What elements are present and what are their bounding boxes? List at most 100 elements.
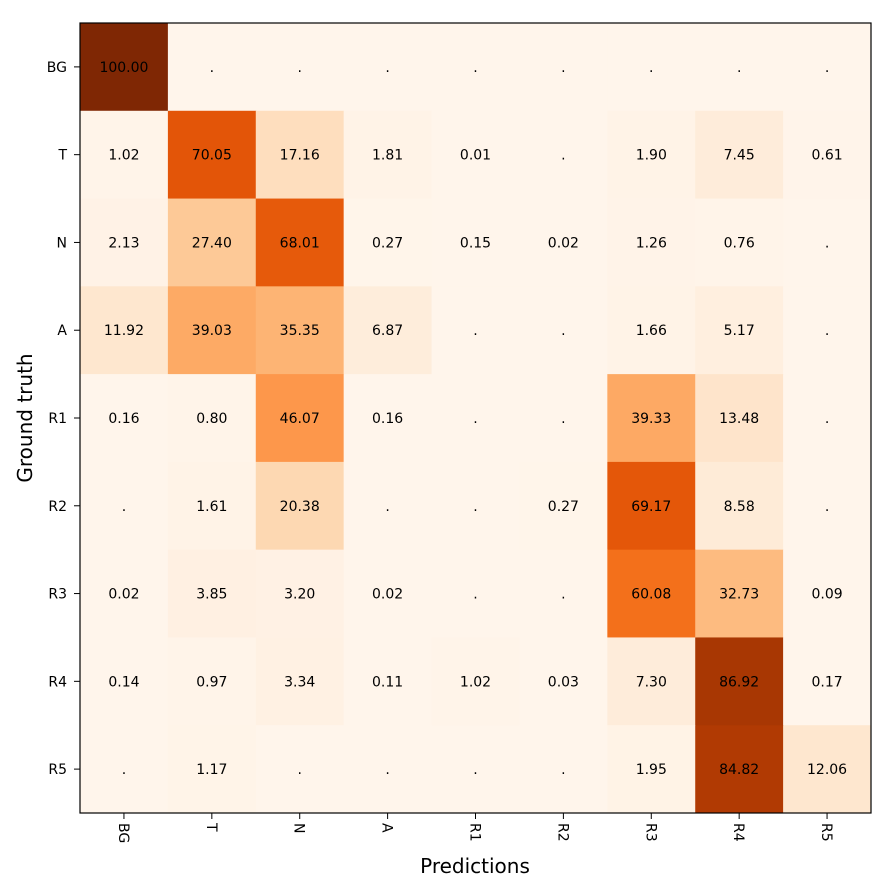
heatmap-cell-R2-BG	[80, 461, 169, 551]
heatmap-cell-N-R5	[783, 198, 872, 287]
cell-value-A-N: 35.35	[280, 323, 320, 339]
cell-value-T-R4: 7.45	[724, 148, 755, 164]
heatmap-cell-R1-R3	[607, 374, 696, 463]
cell-value-R5-N: .	[297, 762, 301, 778]
heatmap-cell-BG-R5	[783, 23, 872, 112]
cell-value-R2-T: 1.61	[196, 499, 227, 515]
x-tick-label-R2: R2	[554, 823, 570, 842]
heatmap-cell-R1-BG	[80, 374, 169, 463]
cell-value-R1-R3: 39.33	[631, 411, 671, 427]
cell-value-T-A: 1.81	[372, 148, 403, 164]
cell-value-T-R3: 1.90	[636, 148, 667, 164]
cell-value-R3-R3: 60.08	[631, 587, 671, 603]
heatmap-cell-R4-BG	[80, 637, 169, 726]
cell-value-A-T: 39.03	[192, 323, 232, 339]
heatmap-cell-R4-R5	[783, 637, 872, 726]
cell-value-A-R1: .	[473, 323, 477, 339]
heatmap-cell-R5-R3	[607, 725, 696, 814]
cell-value-A-R4: 5.17	[724, 323, 755, 339]
x-tick-label-BG: BG	[115, 823, 131, 843]
cell-value-R4-T: 0.97	[196, 674, 227, 690]
cell-value-R4-R5: 0.17	[811, 674, 842, 690]
cell-value-R3-R2: .	[561, 587, 565, 603]
heatmap-cell-R5-BG	[80, 725, 169, 814]
heatmap-cell-T-BG	[80, 110, 169, 200]
heatmap-cell-R5-T	[167, 725, 257, 814]
cell-value-R4-N: 3.34	[284, 674, 315, 690]
cell-value-A-R5: .	[825, 323, 829, 339]
heatmap-cell-A-T	[167, 286, 257, 375]
heatmap-cell-N-R4	[695, 198, 784, 287]
cell-value-BG-N: .	[297, 60, 301, 76]
heatmap-cell-R4-N	[255, 637, 345, 726]
heatmap-cell-BG-N	[255, 23, 345, 112]
heatmap-cell-R5-R1	[431, 725, 520, 814]
cell-value-N-R4: 0.76	[724, 235, 755, 251]
x-tick-label-R4: R4	[730, 823, 746, 842]
heatmap-cell-T-R5	[783, 110, 872, 200]
heatmap-cell-R1-A	[343, 374, 433, 463]
heatmap-cell-BG-A	[343, 23, 433, 112]
cell-value-R5-R3: 1.95	[636, 762, 667, 778]
heatmap-cell-labels: 100.00....... . 1.02 70.05 17.16 1.81 0.01. 1.9…	[99, 60, 847, 778]
heatmap-cell-T-R1	[431, 110, 520, 200]
cell-value-A-BG: 11.92	[104, 323, 144, 339]
cell-value-R1-T: 0.80	[196, 411, 227, 427]
cell-value-N-R1: 0.15	[460, 235, 491, 251]
heatmap-cell-R4-A	[343, 637, 433, 726]
y-tick-label-BG: BG	[47, 60, 67, 76]
cell-value-R4-R3: 7.30	[636, 674, 667, 690]
cell-value-R3-R5: 0.09	[811, 587, 842, 603]
heatmap-cell-R3-R4	[695, 549, 784, 638]
cell-value-R4-R1: 1.02	[460, 674, 491, 690]
cell-value-R1-A: 0.16	[372, 411, 403, 427]
x-tick-label-T: T	[203, 822, 219, 832]
heatmap-cell-A-A	[343, 286, 433, 375]
x-tick-label-R1: R1	[467, 823, 483, 842]
cell-value-BG-R5: .	[825, 60, 829, 76]
cell-value-R2-R1: .	[473, 499, 477, 515]
x-axis-ticks: BG T N A R1 R2 R3 R4 R5	[115, 813, 834, 843]
heatmap-cell-R2-R4	[695, 461, 784, 551]
y-tick-label-R1: R1	[48, 411, 67, 427]
heatmap-cell-R1-R2	[519, 374, 608, 463]
heatmap-cell-R2-R1	[431, 461, 520, 551]
heatmap-cell-R1-T	[167, 374, 257, 463]
heatmap-cell-R4-R1	[431, 637, 520, 726]
cell-value-BG-BG: 100.00	[99, 60, 148, 76]
cell-value-A-A: 6.87	[372, 323, 403, 339]
heatmap-cell-R4-R4	[695, 637, 784, 726]
heatmap-cell-R2-T	[167, 461, 257, 551]
cell-value-R5-R1: .	[473, 762, 477, 778]
heatmap-cell-A-R2	[519, 286, 608, 375]
heatmap-cell-R3-R3	[607, 549, 696, 638]
cell-value-R3-A: 0.02	[372, 587, 403, 603]
heatmap-cell-R3-R2	[519, 549, 608, 638]
cell-value-R2-R5: .	[825, 499, 829, 515]
cell-value-R1-R4: 13.48	[719, 411, 759, 427]
heatmap-cell-N-BG	[80, 198, 169, 287]
heatmap-cell-R3-N	[255, 549, 345, 638]
cell-value-R4-BG: 0.14	[108, 674, 139, 690]
heatmap-cells	[80, 23, 872, 814]
heatmap-cell-T-R3	[607, 110, 696, 200]
y-axis-label: Ground truth	[13, 353, 37, 482]
cell-value-R5-R2: .	[561, 762, 565, 778]
cell-value-R1-R5: .	[825, 411, 829, 427]
cell-value-N-BG: 2.13	[108, 235, 139, 251]
x-tick-label-N: N	[291, 823, 307, 833]
cell-value-R3-T: 3.85	[196, 587, 227, 603]
heatmap-cell-BG-R4	[695, 23, 784, 112]
heatmap-cell-T-A	[343, 110, 433, 200]
heatmap-cell-R5-N	[255, 725, 345, 814]
y-tick-label-N: N	[57, 235, 67, 251]
cell-value-BG-T: .	[210, 60, 214, 76]
heatmap-cell-R2-R3	[607, 461, 696, 551]
heatmap-cell-R2-R5	[783, 461, 872, 551]
heatmap-cell-BG-BG	[80, 23, 169, 112]
heatmap-cell-R4-R2	[519, 637, 608, 726]
cell-value-BG-R4: .	[737, 60, 741, 76]
heatmap-cell-R3-R1	[431, 549, 520, 638]
heatmap-cell-T-R2	[519, 110, 608, 200]
